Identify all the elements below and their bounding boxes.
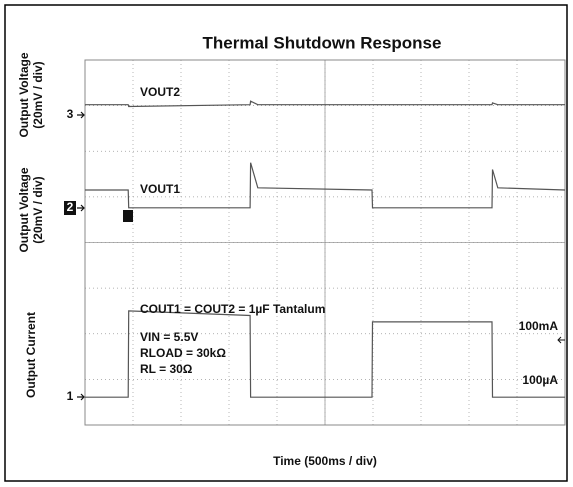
channel-marker: 2 [67, 200, 74, 214]
channel-marker: 1 [67, 389, 74, 403]
x-axis-label: Time (500ms / div) [273, 454, 377, 468]
y-axis-label: Output Voltage [17, 52, 31, 137]
annotation: COUT1 = COUT2 = 1µF Tantalum [140, 302, 325, 316]
chart-title: Thermal Shutdown Response [203, 33, 442, 52]
annotation: VIN = 5.5V [140, 330, 198, 344]
y-axis-label: Output Voltage [17, 167, 31, 252]
annotation: 100mA [519, 319, 559, 333]
trace [85, 100, 565, 108]
trace [85, 162, 566, 209]
plot-frame [84, 59, 566, 426]
y-axis-label: Output Current [24, 312, 38, 398]
frame [4, 4, 568, 482]
series-label: VOUT2 [140, 85, 180, 99]
annotation: 100µA [522, 373, 558, 387]
channel-arrow [77, 393, 85, 401]
series-label: VOUT1 [140, 182, 180, 196]
channel-marker-box [64, 201, 76, 215]
annotation: RL = 30Ω [140, 362, 193, 376]
channel-marker: 3 [67, 107, 74, 121]
y-axis-label: (20mV / div) [31, 176, 45, 243]
annotation: RLOAD = 30kΩ [140, 346, 226, 360]
annotation-arrow [557, 336, 565, 344]
channel-arrow [77, 204, 85, 212]
plot-area [84, 59, 566, 426]
trace [85, 310, 565, 398]
trigger-marker [123, 210, 133, 222]
channel-arrow [77, 111, 85, 119]
y-axis-label: (20mV / div) [31, 61, 45, 128]
